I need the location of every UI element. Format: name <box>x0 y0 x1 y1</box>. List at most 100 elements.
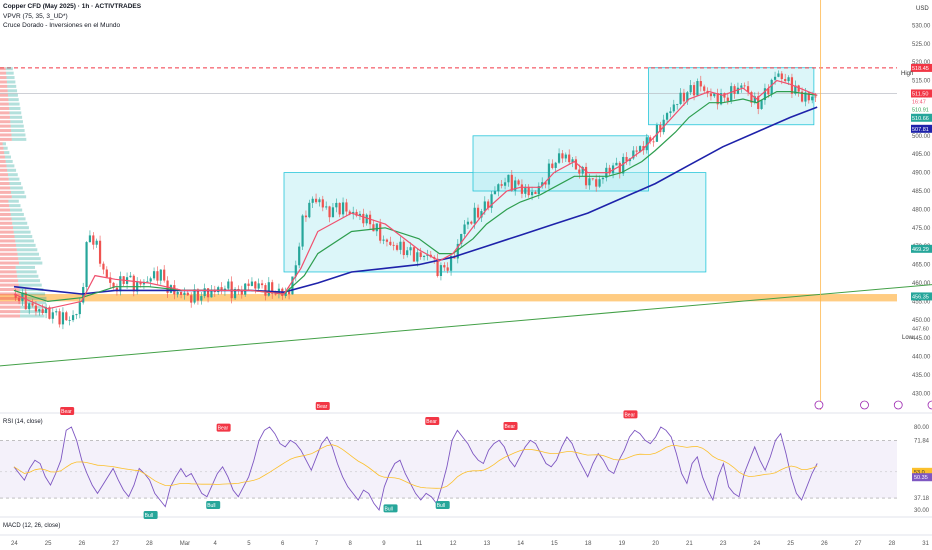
candle-body <box>321 199 324 208</box>
y-axis-tick-label: 500.00 <box>912 134 931 140</box>
candle-body <box>115 287 119 292</box>
candle-body <box>240 290 243 295</box>
candle-body <box>82 287 85 303</box>
candle-body <box>672 104 675 112</box>
y-axis-tick-label: 445.00 <box>912 336 931 342</box>
y-axis-tick-label: 490.00 <box>912 171 931 177</box>
x-axis-tick-label: 31 <box>922 541 929 547</box>
candle-body <box>601 177 605 180</box>
volume-profile-bar <box>0 305 21 309</box>
candle-body <box>355 211 358 216</box>
event-icon <box>927 400 932 410</box>
volume-profile-bar <box>0 80 7 84</box>
volume-profile-bar <box>0 235 15 239</box>
candle-body <box>44 307 48 313</box>
candle-body <box>446 267 449 271</box>
candle-body <box>176 291 179 295</box>
candle-body <box>682 92 686 102</box>
candle-body <box>392 244 395 246</box>
candle-body <box>203 288 206 297</box>
golden-cross-indicator-label[interactable]: Cruce Dorado - Inversiones en el Mundo <box>3 22 121 29</box>
candle-body <box>625 156 628 162</box>
candle-body <box>395 245 399 250</box>
volume-profile-bar <box>7 168 17 172</box>
rsi-axis-80: 80.00 <box>914 425 930 431</box>
volume-profile-bar <box>7 173 18 177</box>
candle-body <box>517 180 520 185</box>
candle-body <box>510 174 513 191</box>
volume-profile-bar <box>19 261 43 265</box>
macd-pane-label[interactable]: MACD (12, 26, close) <box>3 523 61 529</box>
volume-profile-bar <box>20 292 46 296</box>
x-axis-tick-label: 21 <box>686 541 693 547</box>
candle-body <box>379 223 382 241</box>
candle-body <box>767 88 770 95</box>
x-axis-tick-label: Mar <box>180 541 190 547</box>
candle-body <box>163 269 166 281</box>
rsi-pane-label[interactable]: RSI (14, close) <box>3 419 43 425</box>
y-axis-tick-label: 485.00 <box>912 189 931 195</box>
y-axis-tick-label: 455.00 <box>912 299 931 305</box>
candle-body <box>615 162 618 166</box>
candle-body <box>635 150 638 152</box>
y-axis-tick-label: 460.00 <box>912 281 931 287</box>
volume-profile-bar <box>0 217 12 221</box>
candle-body <box>743 85 746 87</box>
candle-body <box>183 292 186 295</box>
volume-profile-bar <box>20 314 45 318</box>
event-icon <box>860 400 869 410</box>
volume-profile-bar <box>6 76 15 80</box>
candle-body <box>797 85 800 92</box>
signal-badge-bull <box>383 504 398 513</box>
support-tag-bg <box>911 292 932 301</box>
x-axis-tick-label: 27 <box>112 541 119 547</box>
low-price-tag-bg <box>911 324 932 333</box>
candle-body <box>699 81 702 87</box>
vpvr-indicator-label[interactable]: VPVR (75, 35, 3_UD*) <box>3 13 68 20</box>
candle-body <box>267 282 270 296</box>
volume-profile-bar <box>0 195 12 199</box>
candle-body <box>132 275 135 292</box>
candle-body <box>787 77 790 82</box>
candle-body <box>51 312 54 319</box>
low-price-tag: 447.60 <box>912 327 929 333</box>
volume-profile-bar <box>7 84 17 88</box>
candle-body <box>109 277 112 283</box>
signal-label-bear: Bear <box>624 412 635 418</box>
volume-profile-bar <box>0 67 6 71</box>
candle-body <box>784 79 787 82</box>
x-axis-tick-label: 11 <box>416 541 423 547</box>
candle-body <box>193 289 196 303</box>
candle-body <box>541 182 544 187</box>
x-axis-tick-label: 5 <box>247 541 251 547</box>
candle-body <box>740 85 743 88</box>
volume-profile-bar <box>0 76 7 80</box>
volume-profile-bar <box>11 137 27 141</box>
x-axis-tick-label: 28 <box>146 541 153 547</box>
candle-body <box>807 92 810 101</box>
y-axis-tick-label: 480.00 <box>912 207 931 213</box>
candle-body <box>419 252 422 258</box>
x-axis-tick-label: 7 <box>315 541 319 547</box>
candle-body <box>760 100 763 109</box>
candle-body <box>514 180 517 191</box>
candle-body <box>385 239 389 242</box>
candle-body <box>794 85 797 94</box>
candle-body <box>811 96 814 101</box>
candle-body <box>129 275 132 278</box>
candle-body <box>382 239 385 241</box>
x-axis-tick-label: 8 <box>349 541 353 547</box>
volume-profile-bar <box>11 190 25 194</box>
candle-body <box>338 202 341 215</box>
candle-body <box>301 215 304 247</box>
volume-profile-bar <box>0 173 8 177</box>
candle-body <box>436 258 439 276</box>
volume-profile-bar <box>8 102 20 106</box>
candle-body <box>463 224 466 234</box>
signal-badge-bear <box>216 423 231 432</box>
volume-profile-bar <box>12 221 28 225</box>
candle-body <box>490 194 493 208</box>
volume-profile-bar <box>16 270 37 274</box>
volume-profile-bar <box>0 164 7 168</box>
candle-body <box>449 256 453 271</box>
